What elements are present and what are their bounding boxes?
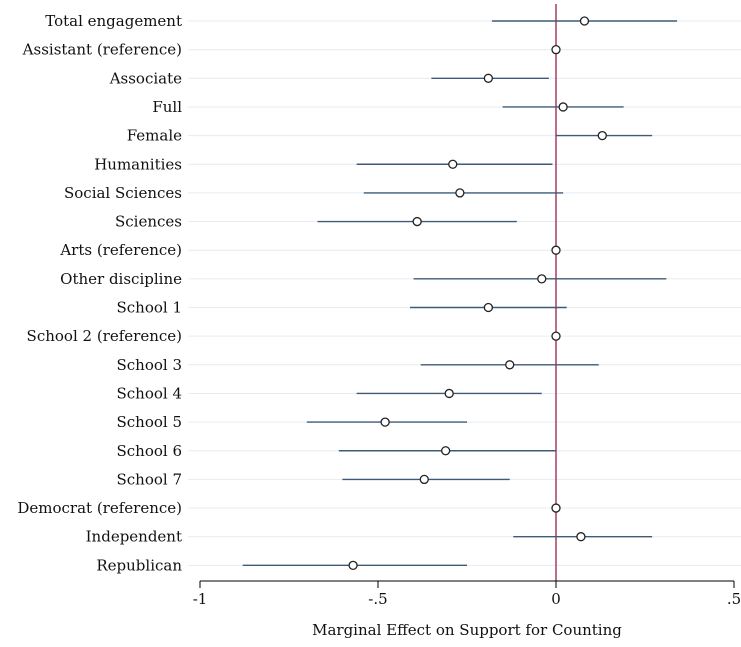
category-label: School 1 xyxy=(116,299,182,317)
point-estimate xyxy=(440,446,451,456)
category-label: School 2 (reference) xyxy=(27,327,182,345)
point-estimate xyxy=(558,102,568,112)
x-tick-label: -1 xyxy=(193,590,208,608)
x-tick-layer: -1 -.5 0 .5 xyxy=(193,581,741,608)
category-label: Assistant (reference) xyxy=(22,41,182,59)
category-label-layer: Total engagement Assistant (reference) Ass… xyxy=(17,12,182,574)
point-estimate xyxy=(419,474,429,485)
x-tick-label: -.5 xyxy=(368,590,387,608)
category-label: Republican xyxy=(96,556,182,574)
point-estimate xyxy=(380,417,390,427)
category-label: Sciences xyxy=(115,213,182,231)
point-estimate xyxy=(551,503,561,513)
point-estimate xyxy=(412,216,422,227)
category-label: School 5 xyxy=(116,413,182,431)
point-estimate xyxy=(483,73,494,83)
point-estimate xyxy=(448,159,458,169)
category-label: Female xyxy=(127,127,182,145)
point-estimate xyxy=(597,130,607,141)
point-estimate xyxy=(483,302,494,313)
category-label: Humanities xyxy=(94,155,182,173)
category-label: School 6 xyxy=(116,442,182,460)
category-label: Independent xyxy=(86,528,182,546)
category-label: School 4 xyxy=(116,384,182,402)
point-estimate xyxy=(551,45,561,55)
point-estimate xyxy=(505,360,515,370)
category-label: Full xyxy=(152,98,182,116)
grid-layer xyxy=(188,20,741,566)
category-label: Social Sciences xyxy=(64,184,182,202)
point-estimate xyxy=(579,16,590,26)
category-label: Democrat (reference) xyxy=(17,499,182,517)
point-estimate xyxy=(551,245,561,255)
category-label: Other discipline xyxy=(60,270,182,288)
category-label: Arts (reference) xyxy=(59,241,182,259)
point-estimate xyxy=(455,188,465,198)
point-estimate xyxy=(444,388,454,399)
interval-layer xyxy=(242,20,678,567)
x-tick-label: 0 xyxy=(551,590,561,608)
point-estimate xyxy=(576,532,586,542)
category-label: Total engagement xyxy=(45,12,182,30)
category-label: School 7 xyxy=(116,470,182,488)
category-label: Associate xyxy=(109,69,182,87)
x-axis-title: Marginal Effect on Support for Counting xyxy=(312,621,622,639)
point-estimate xyxy=(551,331,561,341)
marker-layer xyxy=(348,16,607,570)
x-tick-label: .5 xyxy=(727,590,741,608)
point-estimate xyxy=(348,560,358,570)
category-label: School 3 xyxy=(116,356,182,374)
point-estimate xyxy=(537,274,547,284)
